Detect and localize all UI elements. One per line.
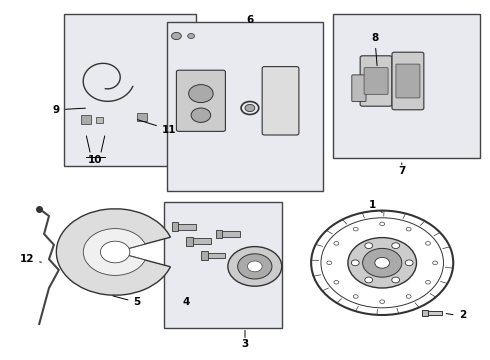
Circle shape	[433, 261, 438, 265]
Text: 7: 7	[398, 166, 406, 176]
Text: 3: 3	[242, 339, 248, 349]
Bar	[81, 115, 91, 124]
Circle shape	[188, 33, 195, 39]
Circle shape	[353, 227, 358, 231]
Bar	[137, 113, 147, 121]
Bar	[172, 222, 178, 231]
Bar	[186, 237, 193, 246]
Circle shape	[365, 277, 373, 283]
Text: 4: 4	[182, 297, 190, 307]
Bar	[191, 238, 211, 244]
Text: 8: 8	[371, 33, 378, 66]
Text: 10: 10	[88, 155, 103, 165]
Circle shape	[191, 108, 211, 122]
FancyBboxPatch shape	[392, 52, 424, 110]
Bar	[422, 310, 428, 316]
Circle shape	[406, 227, 411, 231]
Circle shape	[334, 242, 339, 245]
Bar	[96, 117, 103, 123]
Circle shape	[426, 242, 431, 245]
Circle shape	[351, 260, 359, 266]
FancyBboxPatch shape	[176, 70, 225, 131]
Text: 9: 9	[53, 105, 85, 115]
FancyBboxPatch shape	[360, 56, 392, 106]
Bar	[425, 311, 442, 315]
Circle shape	[380, 300, 385, 303]
Circle shape	[392, 243, 400, 248]
Circle shape	[245, 104, 255, 112]
Circle shape	[365, 243, 372, 248]
Text: 6: 6	[246, 15, 253, 25]
FancyBboxPatch shape	[64, 14, 196, 166]
FancyBboxPatch shape	[167, 22, 323, 191]
Circle shape	[228, 247, 282, 286]
Circle shape	[405, 260, 413, 266]
Bar	[176, 224, 196, 230]
Circle shape	[247, 261, 262, 272]
Wedge shape	[83, 229, 145, 275]
Circle shape	[238, 254, 272, 279]
FancyBboxPatch shape	[164, 202, 282, 328]
Text: 12: 12	[20, 254, 41, 264]
Circle shape	[363, 248, 402, 277]
Bar	[220, 231, 240, 237]
Circle shape	[380, 222, 385, 226]
Text: 5: 5	[113, 296, 141, 307]
FancyBboxPatch shape	[333, 14, 480, 158]
FancyBboxPatch shape	[352, 75, 366, 102]
FancyBboxPatch shape	[364, 68, 388, 94]
Circle shape	[353, 295, 358, 298]
Circle shape	[172, 32, 181, 40]
Circle shape	[334, 280, 339, 284]
Bar	[201, 251, 208, 260]
FancyBboxPatch shape	[396, 64, 420, 98]
FancyBboxPatch shape	[262, 67, 299, 135]
Circle shape	[327, 261, 332, 265]
Circle shape	[375, 257, 390, 268]
Text: 2: 2	[460, 310, 466, 320]
Bar	[216, 230, 222, 238]
Circle shape	[348, 238, 416, 288]
Circle shape	[189, 85, 213, 103]
Circle shape	[426, 280, 431, 284]
Text: 1: 1	[369, 200, 382, 212]
Circle shape	[392, 277, 400, 283]
Text: 11: 11	[137, 120, 176, 135]
Circle shape	[100, 241, 130, 263]
Bar	[206, 253, 225, 258]
Wedge shape	[56, 209, 171, 295]
Circle shape	[406, 295, 411, 298]
